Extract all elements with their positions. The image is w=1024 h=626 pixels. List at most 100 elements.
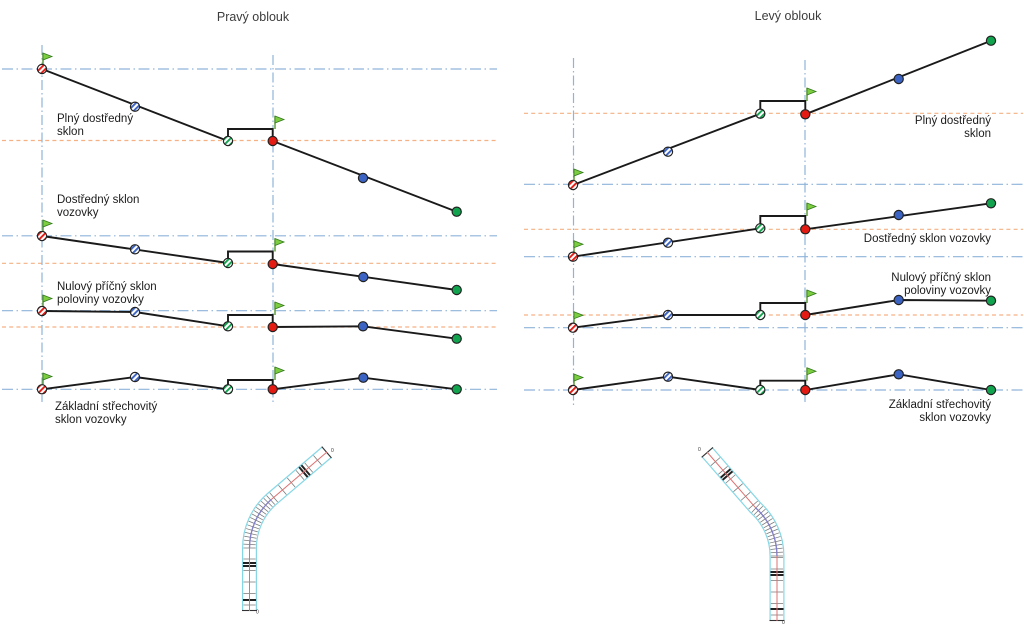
- flag-icon: [806, 289, 818, 303]
- green-s-marker: [755, 384, 766, 396]
- red-marker: [267, 135, 278, 147]
- slope-polyline: [41, 68, 458, 213]
- superelevation-row: [567, 289, 997, 333]
- green-s-marker: [755, 309, 766, 321]
- superelevation-row: [36, 219, 462, 296]
- green-marker: [451, 284, 462, 296]
- flag-icon: [573, 311, 585, 325]
- superelevation-diagram: [2, 45, 497, 405]
- superelevation-row: [567, 35, 997, 191]
- red-marker: [267, 321, 278, 333]
- row-label-zero-cross-slope: Nulový příčný sklon poloviny vozovky: [891, 272, 991, 297]
- station-label: 0: [698, 447, 701, 453]
- row-label-zero-cross-slope: Nulový příčný sklon poloviny vozovky: [57, 281, 157, 306]
- red-marker: [800, 384, 811, 396]
- superelevation-row: [36, 52, 462, 217]
- slope-polyline: [572, 202, 992, 258]
- road-curve-segment: [248, 499, 272, 549]
- row-label-centripetal-slope: Dostředný sklon vozovky: [863, 233, 991, 245]
- flag-icon: [573, 373, 585, 387]
- flag-icon: [806, 87, 818, 101]
- blue-s-marker: [662, 309, 674, 321]
- flag-icon: [42, 372, 54, 386]
- row-label-basic-crown-slope: Základní střechovitý sklon vozovky: [888, 399, 991, 424]
- diagram-title-left-curve: Levý oblouk: [754, 9, 822, 23]
- red-marker: [800, 224, 811, 235]
- flag-icon: [806, 367, 818, 381]
- blue-s-marker: [662, 146, 674, 157]
- green-marker: [985, 384, 997, 396]
- road-curve-segment: [755, 507, 778, 557]
- flag-icon: [274, 301, 286, 315]
- flag-icon: [42, 52, 54, 66]
- blue-s-marker: [662, 371, 674, 382]
- station-label: 0: [782, 620, 785, 626]
- station-label: 0: [256, 610, 259, 616]
- left-curve-plan: 00: [698, 447, 785, 626]
- blue-s-marker: [662, 237, 674, 248]
- row-label-centripetal-slope: Dostředný sklon vozovky: [57, 194, 140, 219]
- green-s-marker: [755, 223, 766, 234]
- superelevation-row: [36, 366, 462, 395]
- flag-icon: [573, 240, 585, 254]
- red-marker: [800, 309, 811, 321]
- blue-marker: [357, 172, 369, 184]
- blue-marker: [893, 369, 904, 380]
- slope-polyline: [41, 310, 457, 340]
- road-band-edge: [701, 447, 785, 621]
- road-band-edge: [242, 446, 332, 611]
- flag-icon: [274, 366, 286, 380]
- flag-icon: [573, 168, 585, 182]
- green-marker: [985, 35, 997, 46]
- red-marker: [267, 258, 278, 270]
- blue-s-marker: [129, 306, 141, 318]
- green-s-marker: [222, 257, 234, 269]
- row-label-full-superelevation: Plný dostředný sklon: [914, 115, 991, 140]
- slope-polyline: [41, 235, 457, 291]
- blue-s-marker: [129, 244, 141, 255]
- blue-s-marker: [129, 101, 141, 112]
- red-s-marker: [567, 322, 579, 333]
- blue-marker: [357, 321, 369, 332]
- red-s-marker: [36, 384, 48, 395]
- blue-s-marker: [129, 371, 141, 383]
- flag-icon: [274, 115, 286, 129]
- superelevation-diagram: [524, 35, 1023, 405]
- green-s-marker: [222, 321, 234, 332]
- green-s-marker: [222, 384, 234, 395]
- slope-polyline: [41, 376, 457, 391]
- slope-polyline: [572, 39, 992, 186]
- superelevation-row: [36, 294, 462, 344]
- station-label: 0: [331, 448, 334, 454]
- blue-marker: [358, 372, 369, 383]
- green-marker: [451, 333, 462, 344]
- green-marker: [985, 198, 997, 209]
- blue-marker: [358, 271, 369, 283]
- flag-icon: [42, 294, 54, 308]
- green-s-marker: [222, 135, 234, 147]
- blue-marker: [893, 73, 904, 85]
- red-marker: [800, 109, 811, 120]
- red-s-marker: [36, 63, 48, 75]
- red-s-marker: [567, 251, 579, 262]
- red-s-marker: [567, 179, 579, 191]
- flag-icon: [806, 202, 818, 216]
- superelevation-row: [567, 198, 997, 262]
- green-marker: [985, 295, 997, 306]
- slope-polyline: [572, 373, 992, 392]
- green-marker: [451, 384, 462, 395]
- red-s-marker: [36, 305, 48, 317]
- red-marker: [267, 384, 278, 395]
- row-label-basic-crown-slope: Základní střechovitý sklon vozovky: [55, 401, 158, 426]
- red-s-marker: [36, 230, 48, 242]
- green-marker: [451, 206, 462, 217]
- slope-polyline: [572, 299, 992, 329]
- superelevation-row: [567, 367, 997, 396]
- blue-marker: [893, 209, 904, 221]
- blue-marker: [893, 294, 904, 306]
- red-s-marker: [567, 384, 579, 396]
- row-label-full-superelevation: Plný dostředný sklon: [57, 113, 134, 138]
- diagram-title-right-curve: Pravý oblouk: [216, 10, 290, 24]
